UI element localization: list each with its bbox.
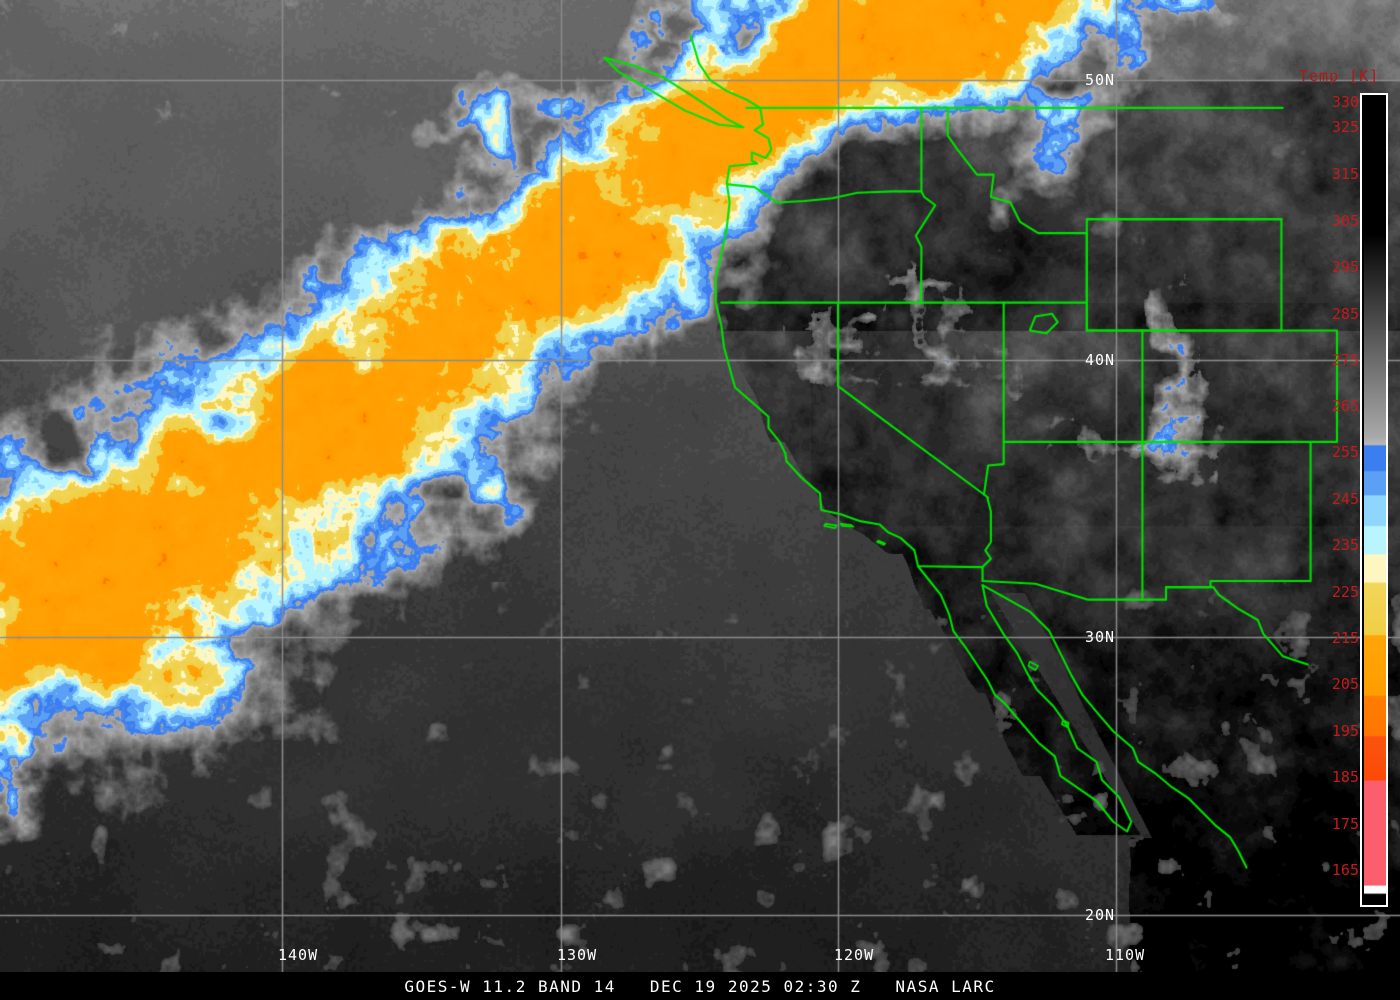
longitude-label-110W: 110W	[1105, 946, 1146, 964]
colorbar-tick-330: 330	[1331, 93, 1359, 111]
colorbar-tick-225: 225	[1331, 583, 1359, 601]
colorbar-tick-255: 255	[1331, 443, 1359, 461]
colorbar-tick-285: 285	[1331, 305, 1359, 323]
colorbar-tick-325: 325	[1331, 118, 1359, 136]
caption-datetime: DEC 19 2025 02:30 Z	[649, 976, 862, 996]
latitude-label-40N: 40N	[1085, 351, 1116, 369]
colorbar-tick-245: 245	[1331, 490, 1359, 508]
latitude-label-30N: 30N	[1085, 628, 1116, 646]
colorbar-tick-275: 275	[1331, 351, 1359, 369]
colorbar-tick-215: 215	[1331, 629, 1359, 647]
colorbar-tick-175: 175	[1331, 815, 1359, 833]
longitude-label-130W: 130W	[557, 946, 598, 964]
colorbar-tick-265: 265	[1331, 397, 1359, 415]
caption-bar: GOES-W 11.2 BAND 14 DEC 19 2025 02:30 Z …	[0, 972, 1400, 1000]
colorbar-gradient	[1364, 97, 1386, 905]
colorbar-tick-195: 195	[1331, 722, 1359, 740]
colorbar-tick-185: 185	[1331, 768, 1359, 786]
colorbar-tick-305: 305	[1331, 212, 1359, 230]
colorbar-tick-295: 295	[1331, 258, 1359, 276]
latitude-label-50N: 50N	[1085, 71, 1116, 89]
caption-satellite: GOES-W 11.2 BAND 14	[404, 976, 616, 996]
colorbar-tick-165: 165	[1331, 861, 1359, 879]
colorbar-tick-205: 205	[1331, 675, 1359, 693]
longitude-label-120W: 120W	[834, 946, 875, 964]
colorbar-tick-315: 315	[1331, 165, 1359, 183]
latitude-label-20N: 20N	[1085, 906, 1116, 924]
colorbar-title: Temp [K]	[1299, 67, 1380, 85]
caption-source: NASA LARC	[895, 976, 996, 996]
colorbar	[1360, 93, 1388, 907]
longitude-label-140W: 140W	[278, 946, 319, 964]
colorbar-tick-235: 235	[1331, 536, 1359, 554]
